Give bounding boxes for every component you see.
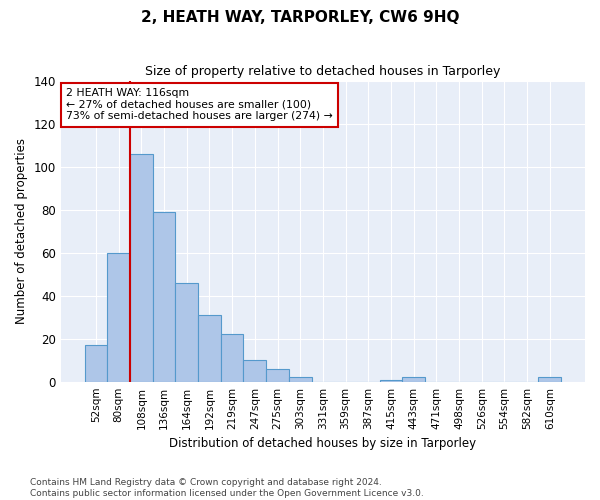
Title: Size of property relative to detached houses in Tarporley: Size of property relative to detached ho… — [145, 65, 500, 78]
Text: 2, HEATH WAY, TARPORLEY, CW6 9HQ: 2, HEATH WAY, TARPORLEY, CW6 9HQ — [141, 10, 459, 25]
Bar — [130, 154, 152, 382]
Bar — [538, 378, 561, 382]
Text: Contains HM Land Registry data © Crown copyright and database right 2024.
Contai: Contains HM Land Registry data © Crown c… — [30, 478, 424, 498]
Bar — [85, 345, 107, 382]
Bar — [175, 282, 198, 382]
Bar — [380, 380, 403, 382]
Bar — [221, 334, 244, 382]
Bar — [152, 212, 175, 382]
Bar — [266, 369, 289, 382]
Bar — [107, 252, 130, 382]
X-axis label: Distribution of detached houses by size in Tarporley: Distribution of detached houses by size … — [169, 437, 476, 450]
Y-axis label: Number of detached properties: Number of detached properties — [15, 138, 28, 324]
Bar — [289, 378, 311, 382]
Bar — [244, 360, 266, 382]
Bar — [198, 315, 221, 382]
Text: 2 HEATH WAY: 116sqm
← 27% of detached houses are smaller (100)
73% of semi-detac: 2 HEATH WAY: 116sqm ← 27% of detached ho… — [66, 88, 333, 122]
Bar — [403, 378, 425, 382]
